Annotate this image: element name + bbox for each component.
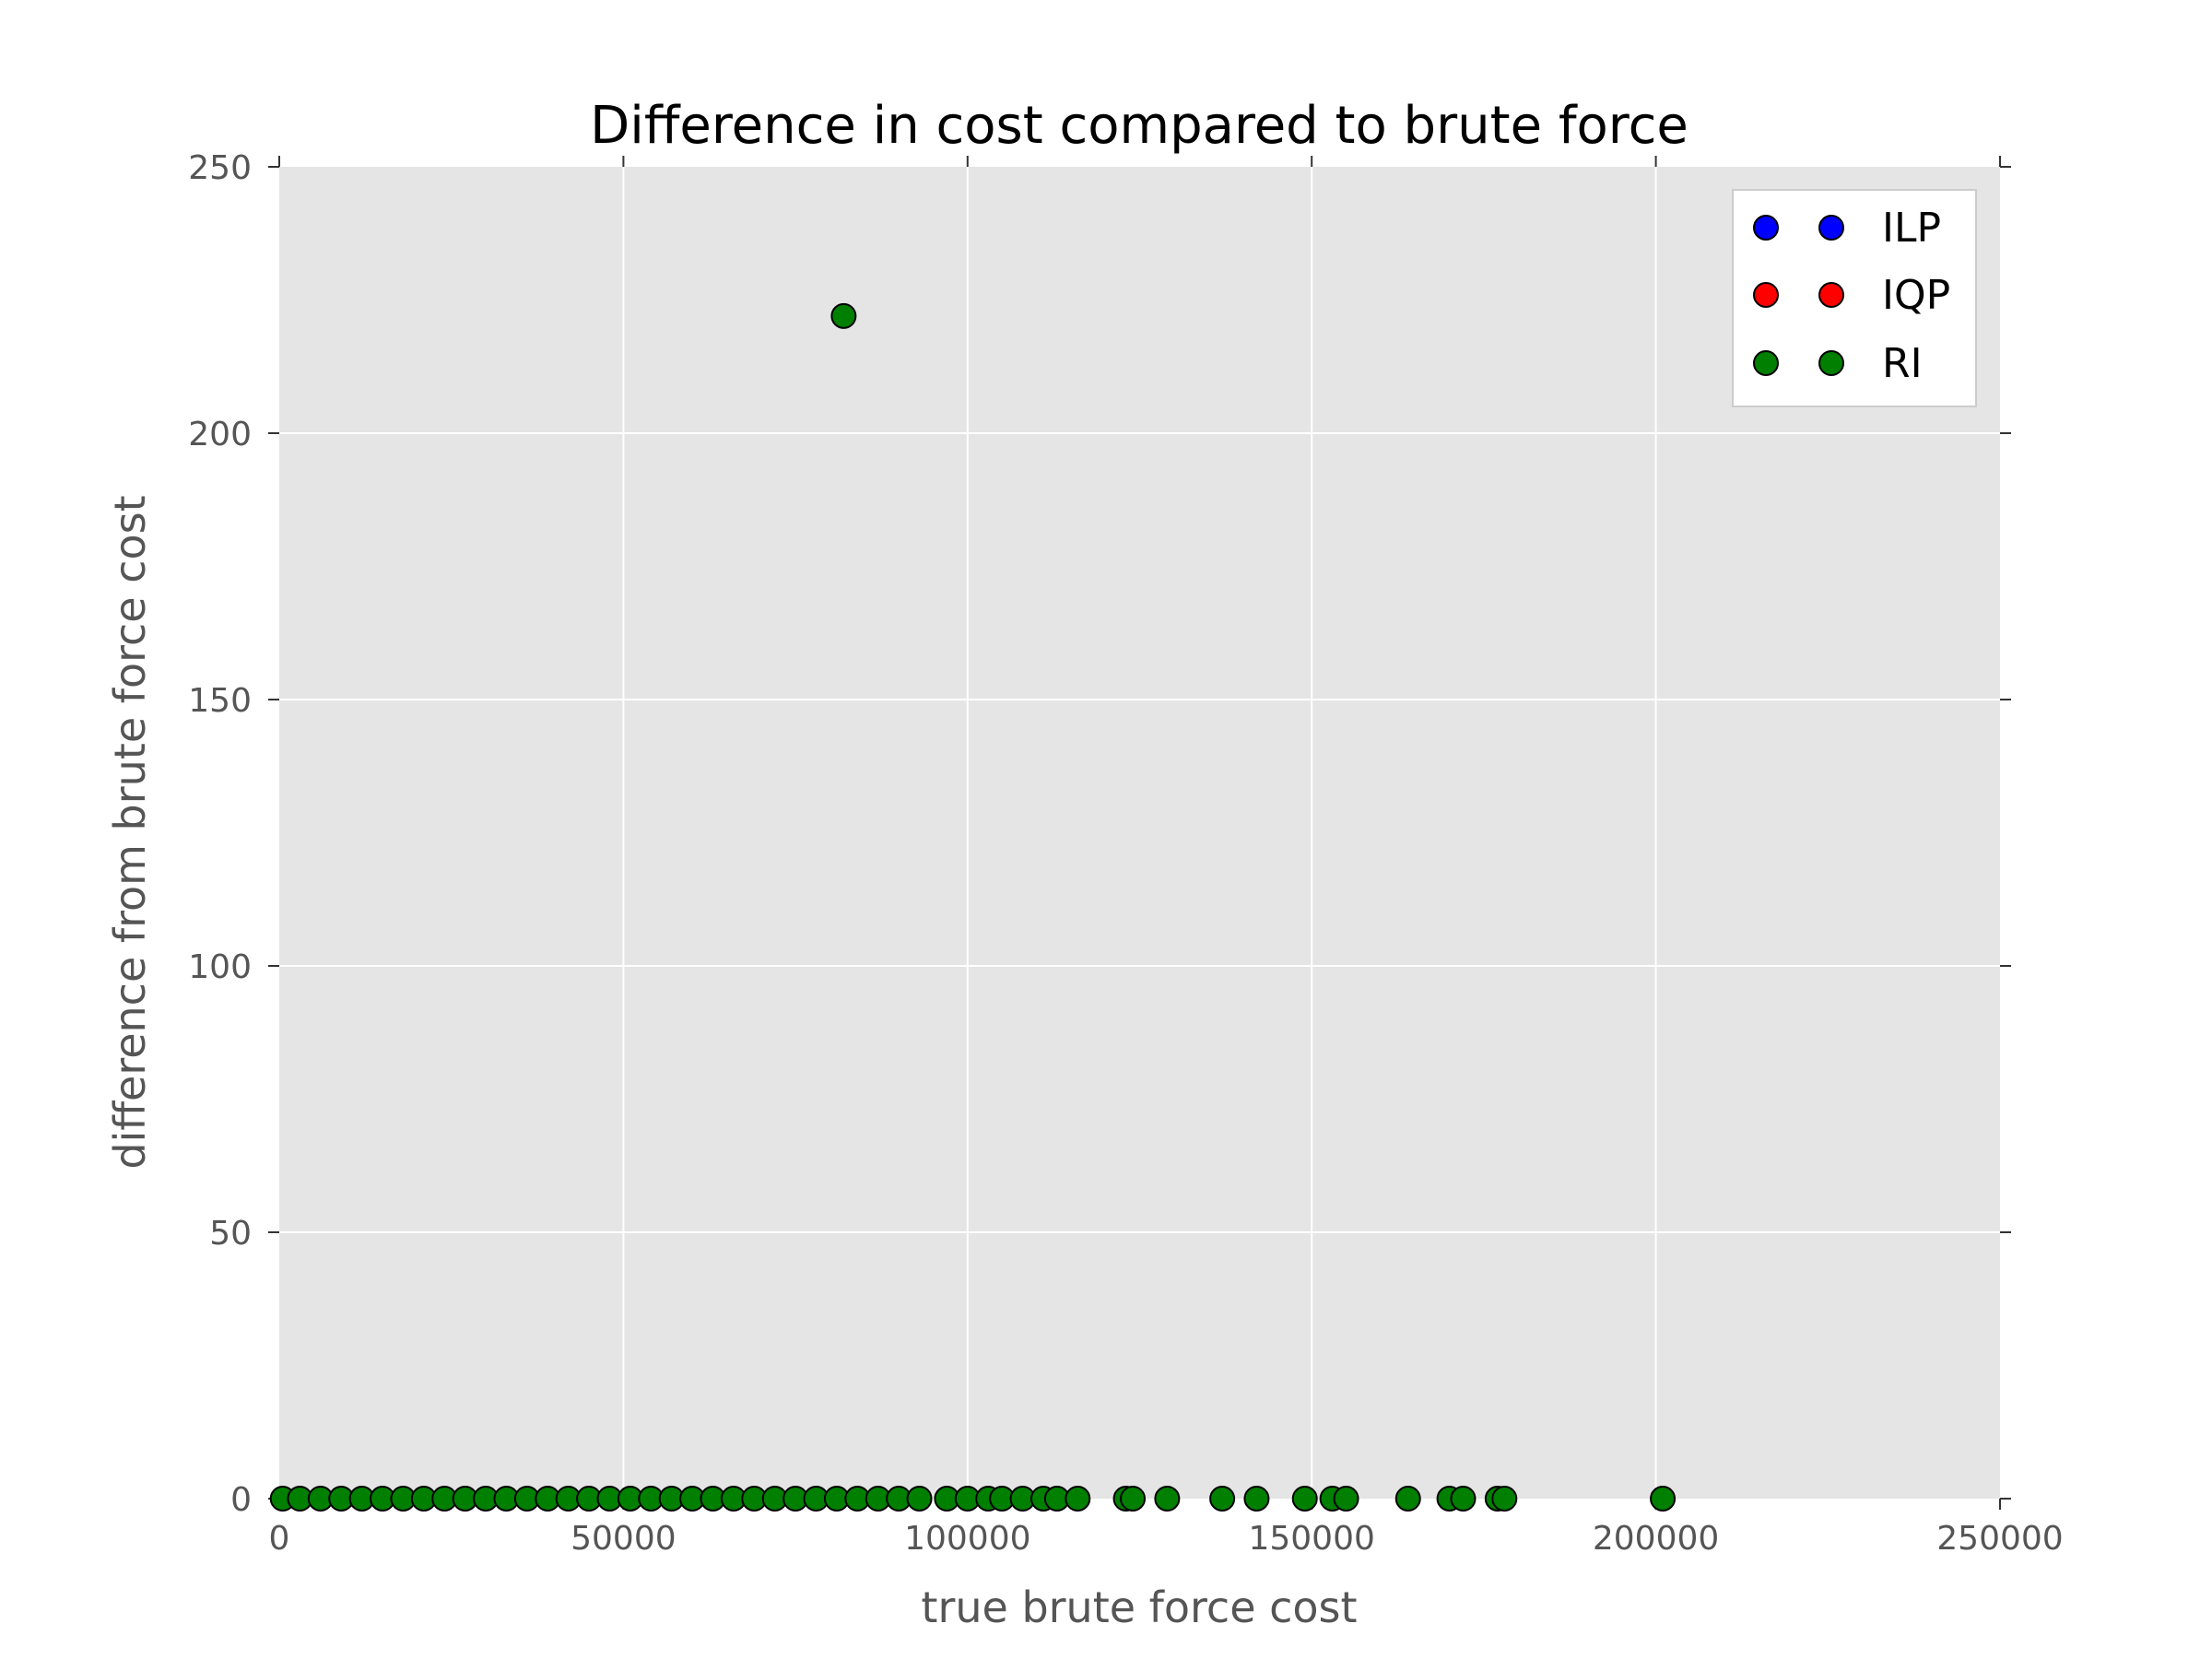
data-point-ri	[1650, 1486, 1677, 1512]
x-tick-label: 0	[269, 1520, 290, 1558]
y-tick-label: 150	[188, 682, 252, 720]
y-tick-label: 100	[188, 948, 252, 986]
legend-label-ilp: ILP	[1882, 205, 1941, 252]
y-tick-label: 50	[209, 1215, 252, 1253]
grid	[279, 167, 2000, 1499]
data-point-ri	[1491, 1486, 1518, 1512]
y-tick-label: 250	[188, 149, 252, 187]
legend-label-ri: RI	[1882, 340, 1923, 387]
legend-marker-ilp-right	[1818, 215, 1844, 241]
legend-entry-iqp: IQP	[1753, 272, 1950, 319]
data-point-ri	[1065, 1486, 1091, 1512]
data-point-ri	[1291, 1486, 1318, 1512]
legend-marker-ri-right	[1818, 350, 1844, 376]
data-point-ri	[1333, 1486, 1359, 1512]
x-axis-label: true brute force cost	[921, 1583, 1357, 1632]
y-axis-label: difference from brute force cost	[105, 495, 155, 1169]
legend-marker-ilp-left	[1753, 215, 1779, 241]
data-point-ri	[830, 302, 857, 329]
y-tick-label: 200	[188, 416, 252, 453]
x-tick-label: 50000	[571, 1520, 677, 1558]
data-point-ri	[1394, 1486, 1421, 1512]
data-points	[269, 302, 1677, 1512]
data-point-ri	[1209, 1486, 1236, 1512]
data-point-ri	[1450, 1486, 1477, 1512]
x-tick-label: 100000	[904, 1520, 1030, 1558]
legend-entry-ri: RI	[1753, 340, 1923, 387]
legend: ILP IQP RI	[1732, 189, 1977, 407]
axis-ticks: 0 50000 100000 150000 200000 250000 0 50 100 150 2…	[188, 149, 2063, 1558]
x-tick-label: 250000	[1936, 1520, 2063, 1558]
legend-entry-ilp: ILP	[1753, 205, 1941, 252]
data-point-ri	[1154, 1486, 1181, 1512]
plot-area	[279, 167, 2000, 1499]
data-point-ri	[1120, 1486, 1147, 1512]
y-tick-label: 0	[230, 1481, 252, 1519]
x-tick-label: 200000	[1593, 1520, 1719, 1558]
legend-marker-iqp-left	[1753, 282, 1779, 308]
legend-marker-ri-left	[1753, 350, 1779, 376]
legend-marker-iqp-right	[1818, 282, 1844, 308]
data-point-ri	[1243, 1486, 1270, 1512]
chart-title: Difference in cost compared to brute for…	[590, 96, 1688, 156]
x-tick-label: 150000	[1248, 1520, 1374, 1558]
data-point-ri	[906, 1486, 933, 1512]
legend-label-iqp: IQP	[1882, 272, 1950, 319]
